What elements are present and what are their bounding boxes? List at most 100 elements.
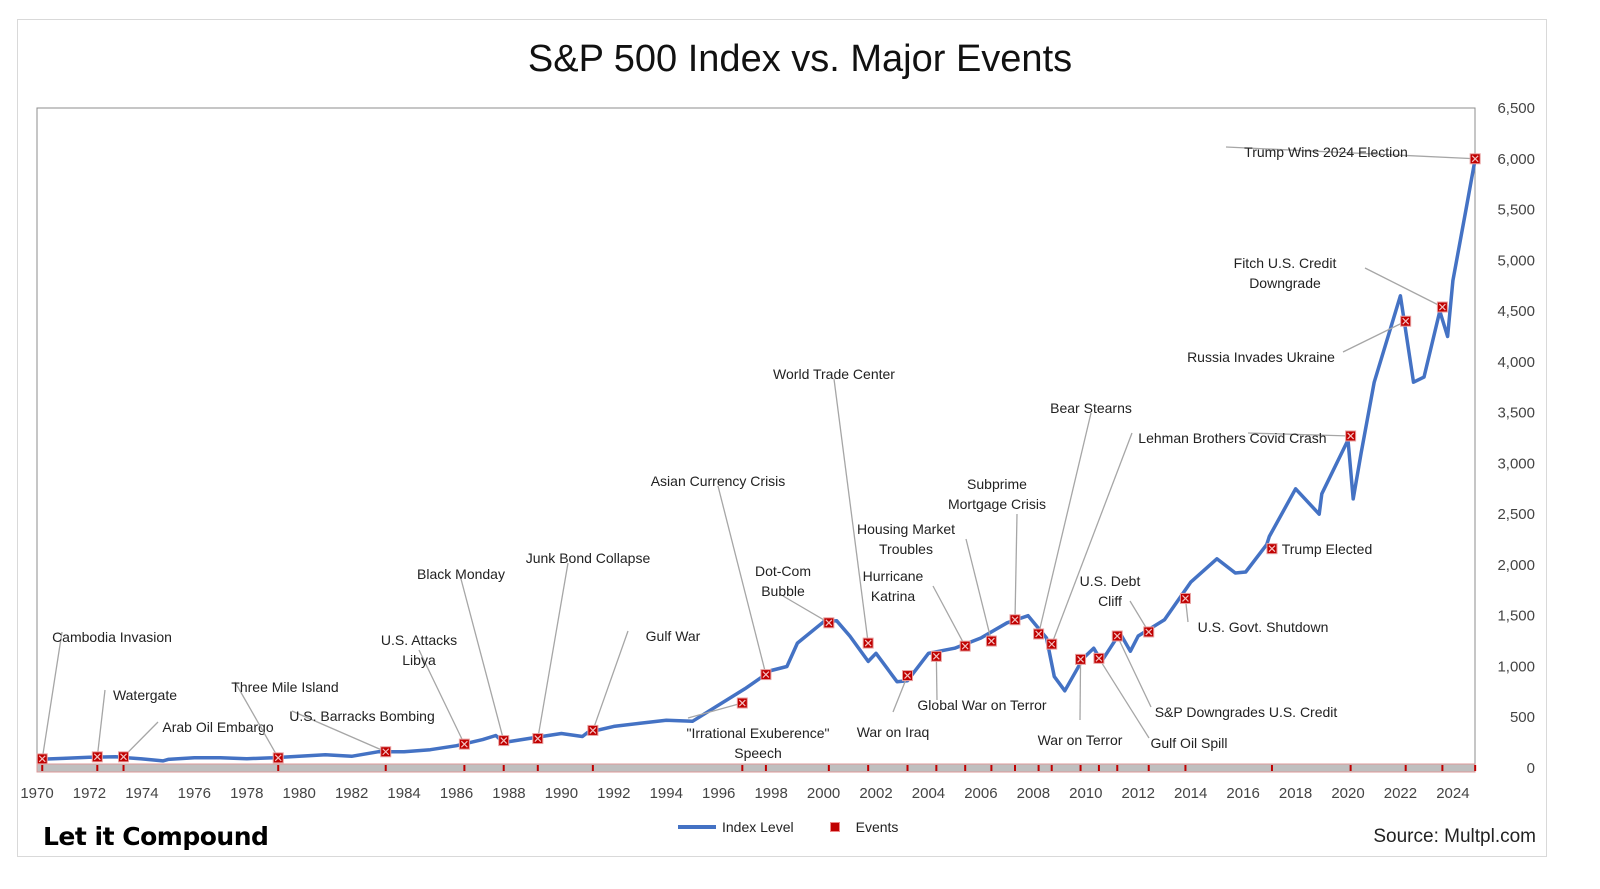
- event-label: Lehman Brothers: [1138, 430, 1245, 446]
- event-leader-line: [932, 585, 966, 647]
- y-tick-label: 6,000: [1497, 151, 1535, 168]
- x-tick-label: 1998: [754, 785, 787, 802]
- x-tick-label: 2008: [1017, 785, 1050, 802]
- x-tick-label: 1988: [492, 785, 525, 802]
- event-label: Gulf War: [646, 628, 701, 644]
- event-axis-tick: [463, 765, 466, 771]
- event-marker: [1266, 543, 1278, 555]
- event-leader-line: [1225, 146, 1476, 160]
- event-marker: [1436, 301, 1448, 313]
- event-marker-x-icon: [1347, 432, 1355, 440]
- event-label: World Trade Center: [773, 366, 895, 382]
- event-marker: [1033, 628, 1045, 640]
- event-marker-x-icon: [460, 740, 468, 748]
- event-marker: [1400, 315, 1412, 327]
- event-axis-tick: [1349, 765, 1352, 771]
- x-tick-label: 1986: [440, 785, 473, 802]
- event-marker: [1143, 626, 1155, 638]
- x-tick-label: 1996: [702, 785, 735, 802]
- event-label: Dot-Com Bubble: [755, 563, 811, 599]
- event-leader-line: [687, 702, 743, 719]
- event-marker-x-icon: [932, 652, 940, 660]
- event-marker: [1179, 592, 1191, 604]
- x-tick-label: 2024: [1436, 785, 1469, 802]
- event-label: U.S. Barracks Bombing: [289, 708, 435, 724]
- event-marker: [823, 617, 835, 629]
- x-tick-label: 2010: [1069, 785, 1102, 802]
- event-marker: [1111, 630, 1123, 642]
- legend-line-swatch: [678, 825, 716, 829]
- event-axis-tick: [122, 765, 125, 771]
- event-label: War on Terror: [1038, 732, 1123, 748]
- event-label: War on Iraq: [857, 724, 930, 740]
- event-marker-x-icon: [1145, 628, 1153, 636]
- event-axis-tick: [384, 765, 387, 771]
- event-marker-x-icon: [1048, 640, 1056, 648]
- event-marker: [380, 746, 392, 758]
- event-marker-x-icon: [864, 639, 872, 647]
- event-label: Watergate: [113, 687, 177, 703]
- x-tick-label: 2006: [964, 785, 997, 802]
- x-tick-label: 1972: [73, 785, 106, 802]
- event-label: S&P Downgrades U.S. Credit: [1155, 704, 1338, 720]
- event-leader-line: [234, 681, 279, 759]
- event-leader-line: [892, 675, 909, 713]
- event-marker-x-icon: [825, 619, 833, 627]
- event-leader-line: [833, 378, 869, 644]
- event-marker: [760, 669, 772, 681]
- chart-frame: [17, 19, 1547, 857]
- x-tick-label: 1984: [387, 785, 420, 802]
- event-marker: [902, 670, 914, 682]
- event-label: Fitch U.S. Credit Downgrade: [1234, 255, 1337, 291]
- event-marker-x-icon: [762, 671, 770, 679]
- event-marker: [1075, 653, 1087, 665]
- x-tick-label: 2004: [912, 785, 945, 802]
- event-leader-line: [592, 630, 629, 731]
- event-axis-tick: [1474, 765, 1477, 771]
- event-axis-tick: [502, 765, 505, 771]
- y-tick-label: 3,000: [1497, 455, 1535, 472]
- legend-events-label: Events: [855, 819, 899, 835]
- event-marker-x-icon: [274, 754, 282, 762]
- x-tick-label: 1970: [20, 785, 53, 802]
- event-leader-line: [291, 710, 386, 753]
- event-label: Cambodia Invasion: [52, 629, 172, 645]
- event-marker-x-icon: [120, 753, 127, 761]
- event-marker-x-icon: [961, 642, 969, 650]
- event-marker: [930, 650, 942, 662]
- event-leader-line: [1116, 635, 1152, 708]
- event-leader-line: [1051, 432, 1133, 645]
- event-label: "Irrational Exuberence" Speech: [686, 725, 829, 761]
- event-marker-x-icon: [1035, 630, 1043, 638]
- event-axis-tick: [1441, 765, 1444, 771]
- event-marker: [118, 751, 130, 763]
- event-marker: [1469, 153, 1481, 165]
- legend: Index Level Events: [678, 819, 898, 835]
- x-tick-label: 2000: [807, 785, 840, 802]
- event-marker: [1093, 652, 1105, 664]
- event-marker-x-icon: [38, 755, 46, 763]
- x-tick-label: 1976: [178, 785, 211, 802]
- event-axis-tick: [41, 765, 44, 771]
- event-marker-x-icon: [1011, 616, 1019, 624]
- event-marker: [985, 635, 997, 647]
- event-axis-tick: [1097, 765, 1100, 771]
- event-axis-tick: [1116, 765, 1119, 771]
- event-label: Housing Market Troubles: [857, 521, 955, 557]
- event-axis-tick: [1014, 765, 1017, 771]
- event-leader-line: [1079, 659, 1082, 721]
- event-label: Trump Elected: [1282, 541, 1373, 557]
- x-tick-label: 2012: [1122, 785, 1155, 802]
- x-tick-label: 1992: [597, 785, 630, 802]
- event-axis-tick: [1147, 765, 1150, 771]
- event-marker-x-icon: [589, 727, 597, 734]
- event-axis-tick: [96, 765, 99, 771]
- event-axis-tick: [1050, 765, 1053, 771]
- event-leader-line: [782, 595, 830, 624]
- event-leader-line: [1247, 432, 1351, 437]
- event-marker-x-icon: [1402, 317, 1410, 325]
- event-axis-tick: [591, 765, 594, 771]
- event-marker: [91, 751, 103, 763]
- event-label: Subprime Mortgage Crisis: [948, 476, 1046, 512]
- x-tick-label: 2014: [1174, 785, 1207, 802]
